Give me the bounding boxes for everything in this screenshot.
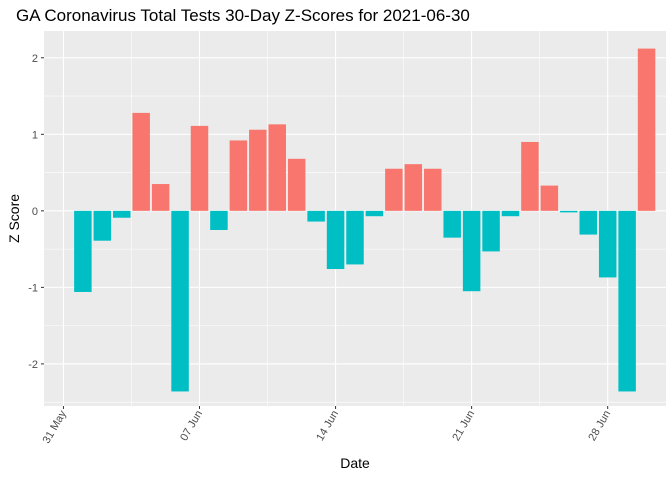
x-tick-label: 31 May — [41, 408, 70, 446]
bar-2021-06-20 — [443, 210, 461, 238]
bar-2021-06-02 — [93, 210, 112, 241]
bar-2021-06-23 — [501, 210, 520, 217]
grid-major — [44, 31, 666, 406]
x-tick-label: 07 Jun — [178, 409, 205, 444]
bar-2021-06-28 — [598, 210, 617, 278]
bar-2021-06-22 — [482, 210, 500, 252]
y-tick-label: 1 — [32, 129, 38, 141]
chart-title: GA Coronavirus Total Tests 30-Day Z-Scor… — [16, 6, 470, 25]
bar-2021-06-08 — [210, 210, 228, 230]
y-axis: -2 -1 0 1 2 — [28, 53, 44, 371]
y-tick-label: -1 — [28, 282, 38, 294]
bar-2021-06-29 — [618, 210, 636, 392]
bar-2021-06-13 — [307, 210, 325, 222]
y-tick-label: 2 — [32, 53, 38, 65]
bar-2021-06-24 — [521, 141, 539, 211]
bar-2021-06-21 — [462, 210, 481, 292]
bar-2021-06-27 — [579, 210, 597, 235]
bar-2021-06-03 — [113, 210, 131, 218]
x-tick-label: 14 Jun — [314, 409, 341, 444]
bar-2021-06-18 — [404, 164, 423, 211]
bar-2021-06-11 — [268, 124, 286, 211]
x-tick-label: 28 Jun — [586, 409, 613, 444]
bar-2021-06-14 — [326, 210, 345, 270]
bar-2021-06-30 — [637, 48, 656, 211]
bars — [74, 48, 656, 392]
bar-2021-06-26 — [560, 210, 578, 213]
x-axis-title: Date — [340, 455, 370, 471]
y-axis-title: Z Score — [6, 194, 22, 243]
x-tick-label: 21 Jun — [450, 409, 477, 444]
bar-2021-06-15 — [346, 210, 364, 265]
bar-2021-06-01 — [74, 210, 92, 292]
y-tick-label: 0 — [32, 206, 38, 218]
bar-2021-06-05 — [151, 184, 170, 211]
x-axis: 31 May 07 Jun 14 Jun 21 Jun 28 Jun — [41, 406, 613, 446]
bar-2021-06-06 — [171, 210, 189, 392]
bar-2021-06-07 — [190, 125, 209, 211]
bar-2021-06-16 — [365, 210, 384, 217]
bar-2021-06-09 — [229, 140, 248, 211]
bar-2021-06-04 — [132, 112, 150, 211]
bar-2021-06-10 — [249, 129, 267, 211]
bar-2021-06-19 — [424, 168, 442, 211]
bar-2021-06-17 — [385, 168, 403, 211]
y-tick-label: -2 — [28, 359, 38, 371]
bar-2021-06-25 — [540, 185, 559, 211]
bar-2021-06-12 — [287, 158, 306, 211]
